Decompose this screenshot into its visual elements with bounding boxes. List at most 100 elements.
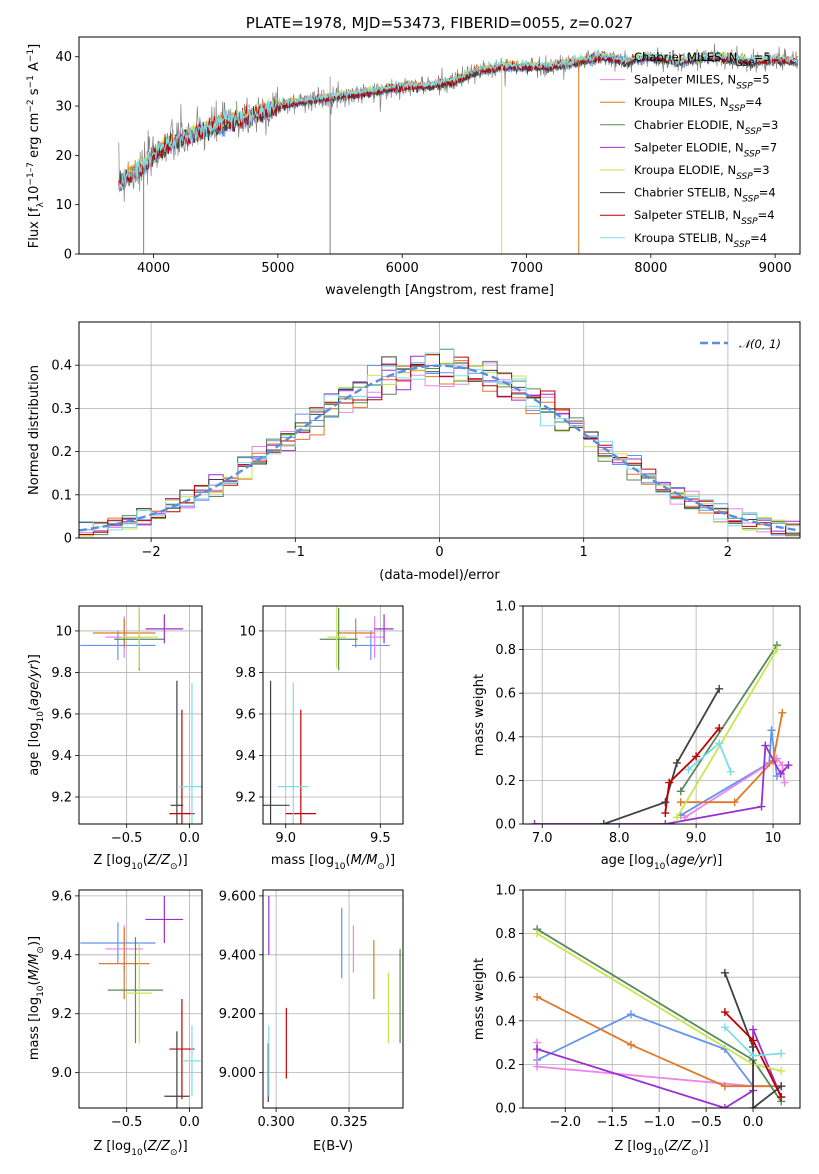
x-tick-label: 0.0 — [179, 1115, 200, 1130]
errorbar-point — [327, 606, 347, 669]
panel-age_vs_mass: 9.0 9.5 9.2 9.4 9.6 9.8 10 — [235, 605, 404, 846]
x-tick-label: 6000 — [386, 261, 419, 276]
errorbar-point — [145, 895, 184, 944]
y-tick-label: 0.8 — [495, 643, 516, 658]
errorbar-point — [92, 618, 156, 648]
x-tick-label: −0.5 — [111, 831, 143, 846]
x-tick-label: 0.325 — [330, 1115, 367, 1130]
data-point — [784, 761, 793, 770]
plot-area — [80, 895, 201, 1108]
y-axis-label: mass [log10(M/M⊙)] — [27, 936, 46, 1060]
series-line — [680, 712, 784, 804]
y-tick-label: 0.4 — [51, 359, 72, 374]
data-point — [533, 1062, 542, 1071]
data-point — [676, 798, 685, 807]
gridlines — [523, 605, 800, 825]
y-tick-label: 9.2 — [235, 791, 256, 806]
x-tick-label: −0.5 — [111, 1115, 143, 1130]
y-tick-label: 0.2 — [51, 445, 72, 460]
data-point — [757, 802, 766, 811]
histogram-kroupa-stelib — [79, 348, 800, 537]
y-tick-label: 0.4 — [495, 730, 516, 745]
x-tick-label: −0.5 — [690, 1115, 722, 1130]
errorbar-point — [107, 937, 164, 1044]
axes-frame — [522, 889, 801, 1109]
y-tick-label: 9.6 — [51, 889, 72, 904]
legend-entry: 𝒩(0, 1) — [739, 337, 781, 351]
legend-entry: Kroupa ELODIE, NSSP=3 — [634, 163, 770, 182]
data-point — [749, 1051, 758, 1060]
errorbar-point — [80, 630, 156, 660]
axes-frame — [78, 889, 203, 1109]
data-point — [676, 787, 685, 796]
x-tick-label: 9.5 — [370, 831, 391, 846]
x-axis-label: Z [log10(Z/Z⊙)] — [614, 1139, 708, 1158]
panel-residuals: −2 −1 0 1 2 0 0.1 0.2 0.3 0.4 — [51, 321, 801, 560]
axes-frame — [262, 889, 404, 1109]
data-point — [672, 758, 681, 767]
errorbar-point — [336, 618, 375, 648]
data-point — [720, 1023, 729, 1032]
panel-weight_vs_Z: −2.0 −1.5 −1.0 −0.5 0.0 0.0 0.2 0.4 0.6 0.8 1.0 — [495, 884, 801, 1130]
axes-frame — [522, 605, 801, 825]
data-point — [626, 1040, 635, 1049]
series-line — [676, 649, 778, 818]
errorbar-point — [126, 943, 152, 1044]
data-point — [720, 1008, 729, 1017]
y-tick-label: 9.0 — [51, 1066, 72, 1081]
errorbar-point — [285, 709, 316, 824]
data-point — [776, 769, 785, 778]
plot-area — [267, 895, 401, 1103]
legend-entry: Chabrier ELODIE, NSSP=3 — [634, 118, 778, 137]
data-point — [715, 684, 724, 693]
normal-curve — [79, 364, 800, 532]
plot-area — [263, 606, 394, 824]
data-point — [777, 1066, 786, 1075]
x-axis-label: mass [log10(M/M⊙)] — [271, 853, 395, 872]
y-tick-label: 0.2 — [495, 1058, 516, 1073]
y-tick-label: 10 — [55, 198, 72, 213]
y-tick-label: 9.600 — [219, 889, 256, 904]
axes-frame — [78, 321, 801, 539]
x-tick-label: 2 — [724, 545, 732, 560]
y-tick-label: 0 — [64, 248, 72, 263]
data-point — [772, 645, 781, 654]
x-tick-label: −2.0 — [549, 1115, 581, 1130]
data-point — [626, 1010, 635, 1019]
legend-entry: Kroupa MILES, NSSP=4 — [634, 95, 762, 114]
legend: Chabrier MILES, NSSP=5 Salpeter MILES, NS… — [600, 50, 778, 250]
series-salpeter-stelib — [661, 724, 724, 818]
plot-area — [79, 348, 800, 537]
errorbar-point — [80, 922, 156, 964]
x-tick-label: 7.0 — [532, 831, 553, 846]
y-tick-label: 1.0 — [495, 600, 516, 615]
x-axis-label: E(B-V) — [313, 1139, 353, 1154]
chart-title: PLATE=1978, MJD=53473, FIBERID=0055, z=0… — [246, 14, 633, 32]
data-point — [665, 778, 674, 787]
errorbar-point — [351, 630, 390, 660]
panel-mass_vs_Z: −0.5 0.0 9.0 9.2 9.4 9.6 — [51, 889, 203, 1130]
y-tick-label: 9.000 — [219, 1066, 256, 1081]
y-axis-label: age [log10(age/yr)] — [27, 654, 46, 776]
x-axis-label: Z [log10(Z/Z⊙)] — [93, 1139, 187, 1158]
panel-age_vs_Z: −0.5 0.0 9.2 9.4 9.6 9.8 10 — [51, 605, 203, 846]
x-tick-label: −2 — [142, 545, 161, 560]
y-tick-label: 9.8 — [51, 666, 72, 681]
x-tick-label: 9.0 — [275, 831, 296, 846]
data-point — [730, 798, 739, 807]
y-tick-label: 0.0 — [495, 1102, 516, 1117]
y-tick-label: 0.3 — [51, 402, 72, 417]
axes-frame — [78, 605, 203, 825]
y-tick-label: 9.4 — [51, 749, 72, 764]
data-point — [749, 1104, 758, 1108]
errorbar-point — [179, 682, 202, 824]
errorbar-point — [99, 928, 150, 999]
data-point — [720, 968, 729, 977]
y-tick-label: 9.4 — [235, 749, 256, 764]
x-axis-label: wavelength [Angstrom, rest frame] — [325, 283, 554, 298]
plot-area — [118, 43, 798, 254]
errorbar-point — [164, 1031, 190, 1108]
y-tick-label: 0 — [64, 532, 72, 547]
y-tick-label: 10 — [239, 624, 256, 639]
y-tick-label: 0.0 — [495, 818, 516, 833]
